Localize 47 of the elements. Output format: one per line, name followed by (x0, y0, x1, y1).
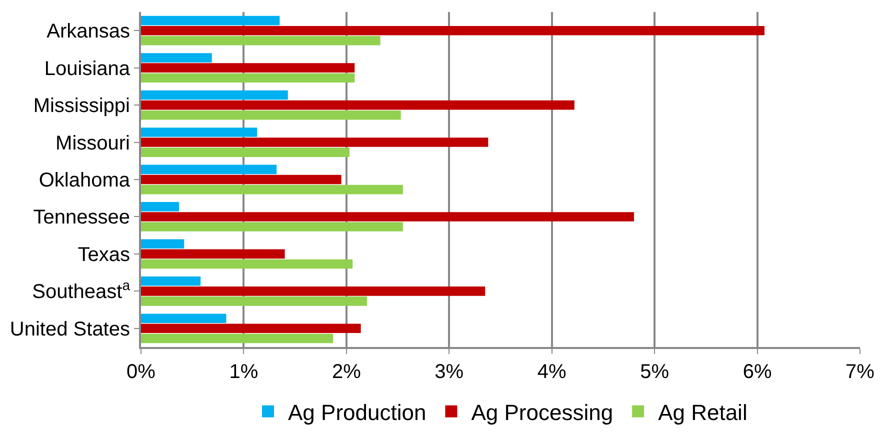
y-tick-label: Louisiana (44, 58, 131, 80)
bar (141, 128, 258, 137)
bar (141, 26, 764, 36)
bar (141, 259, 353, 269)
bar (141, 239, 184, 249)
bar (141, 276, 201, 286)
bar (141, 249, 285, 259)
legend-label: Ag Processing (471, 400, 614, 425)
bar (141, 63, 355, 72)
x-tick-label: 4% (537, 361, 567, 383)
bar (141, 202, 179, 212)
y-tick-label: Texas (78, 244, 130, 266)
x-tick-label: 7% (846, 361, 875, 383)
y-tick-label: Mississippi (33, 95, 130, 118)
bar (141, 286, 486, 296)
bar (141, 148, 350, 157)
legend-label: Ag Retail (658, 400, 748, 425)
bar (141, 314, 226, 323)
bar (141, 100, 574, 110)
bar (141, 90, 288, 100)
bar (141, 212, 634, 222)
bar (141, 296, 367, 306)
x-tick-label: 1% (229, 361, 258, 383)
y-tick-label: Missouri (56, 132, 130, 154)
bar (141, 36, 380, 46)
bar (141, 53, 212, 62)
bar (141, 222, 403, 232)
x-tick-label: 6% (742, 361, 772, 383)
bar (141, 334, 334, 344)
bar (141, 138, 488, 147)
bar (141, 110, 401, 120)
bar (141, 73, 355, 83)
x-tick-label: 3% (434, 361, 464, 383)
bar (141, 184, 403, 194)
y-tick-label: United States (10, 318, 130, 340)
x-tick-label: 2% (332, 361, 362, 383)
bar (141, 16, 280, 26)
y-tick-label: Oklahoma (38, 170, 131, 192)
y-tick-label: Tennessee (33, 206, 130, 229)
x-tick-label: 5% (640, 361, 670, 383)
legend-label: Ag Production (288, 400, 426, 425)
bar (141, 324, 361, 334)
bar (141, 164, 277, 174)
y-tick-label: Arkansas (46, 20, 130, 43)
bar (141, 174, 342, 184)
x-tick-label: 0% (126, 361, 156, 383)
y-tick-label: Southeast$^{a}$ (32, 276, 130, 304)
